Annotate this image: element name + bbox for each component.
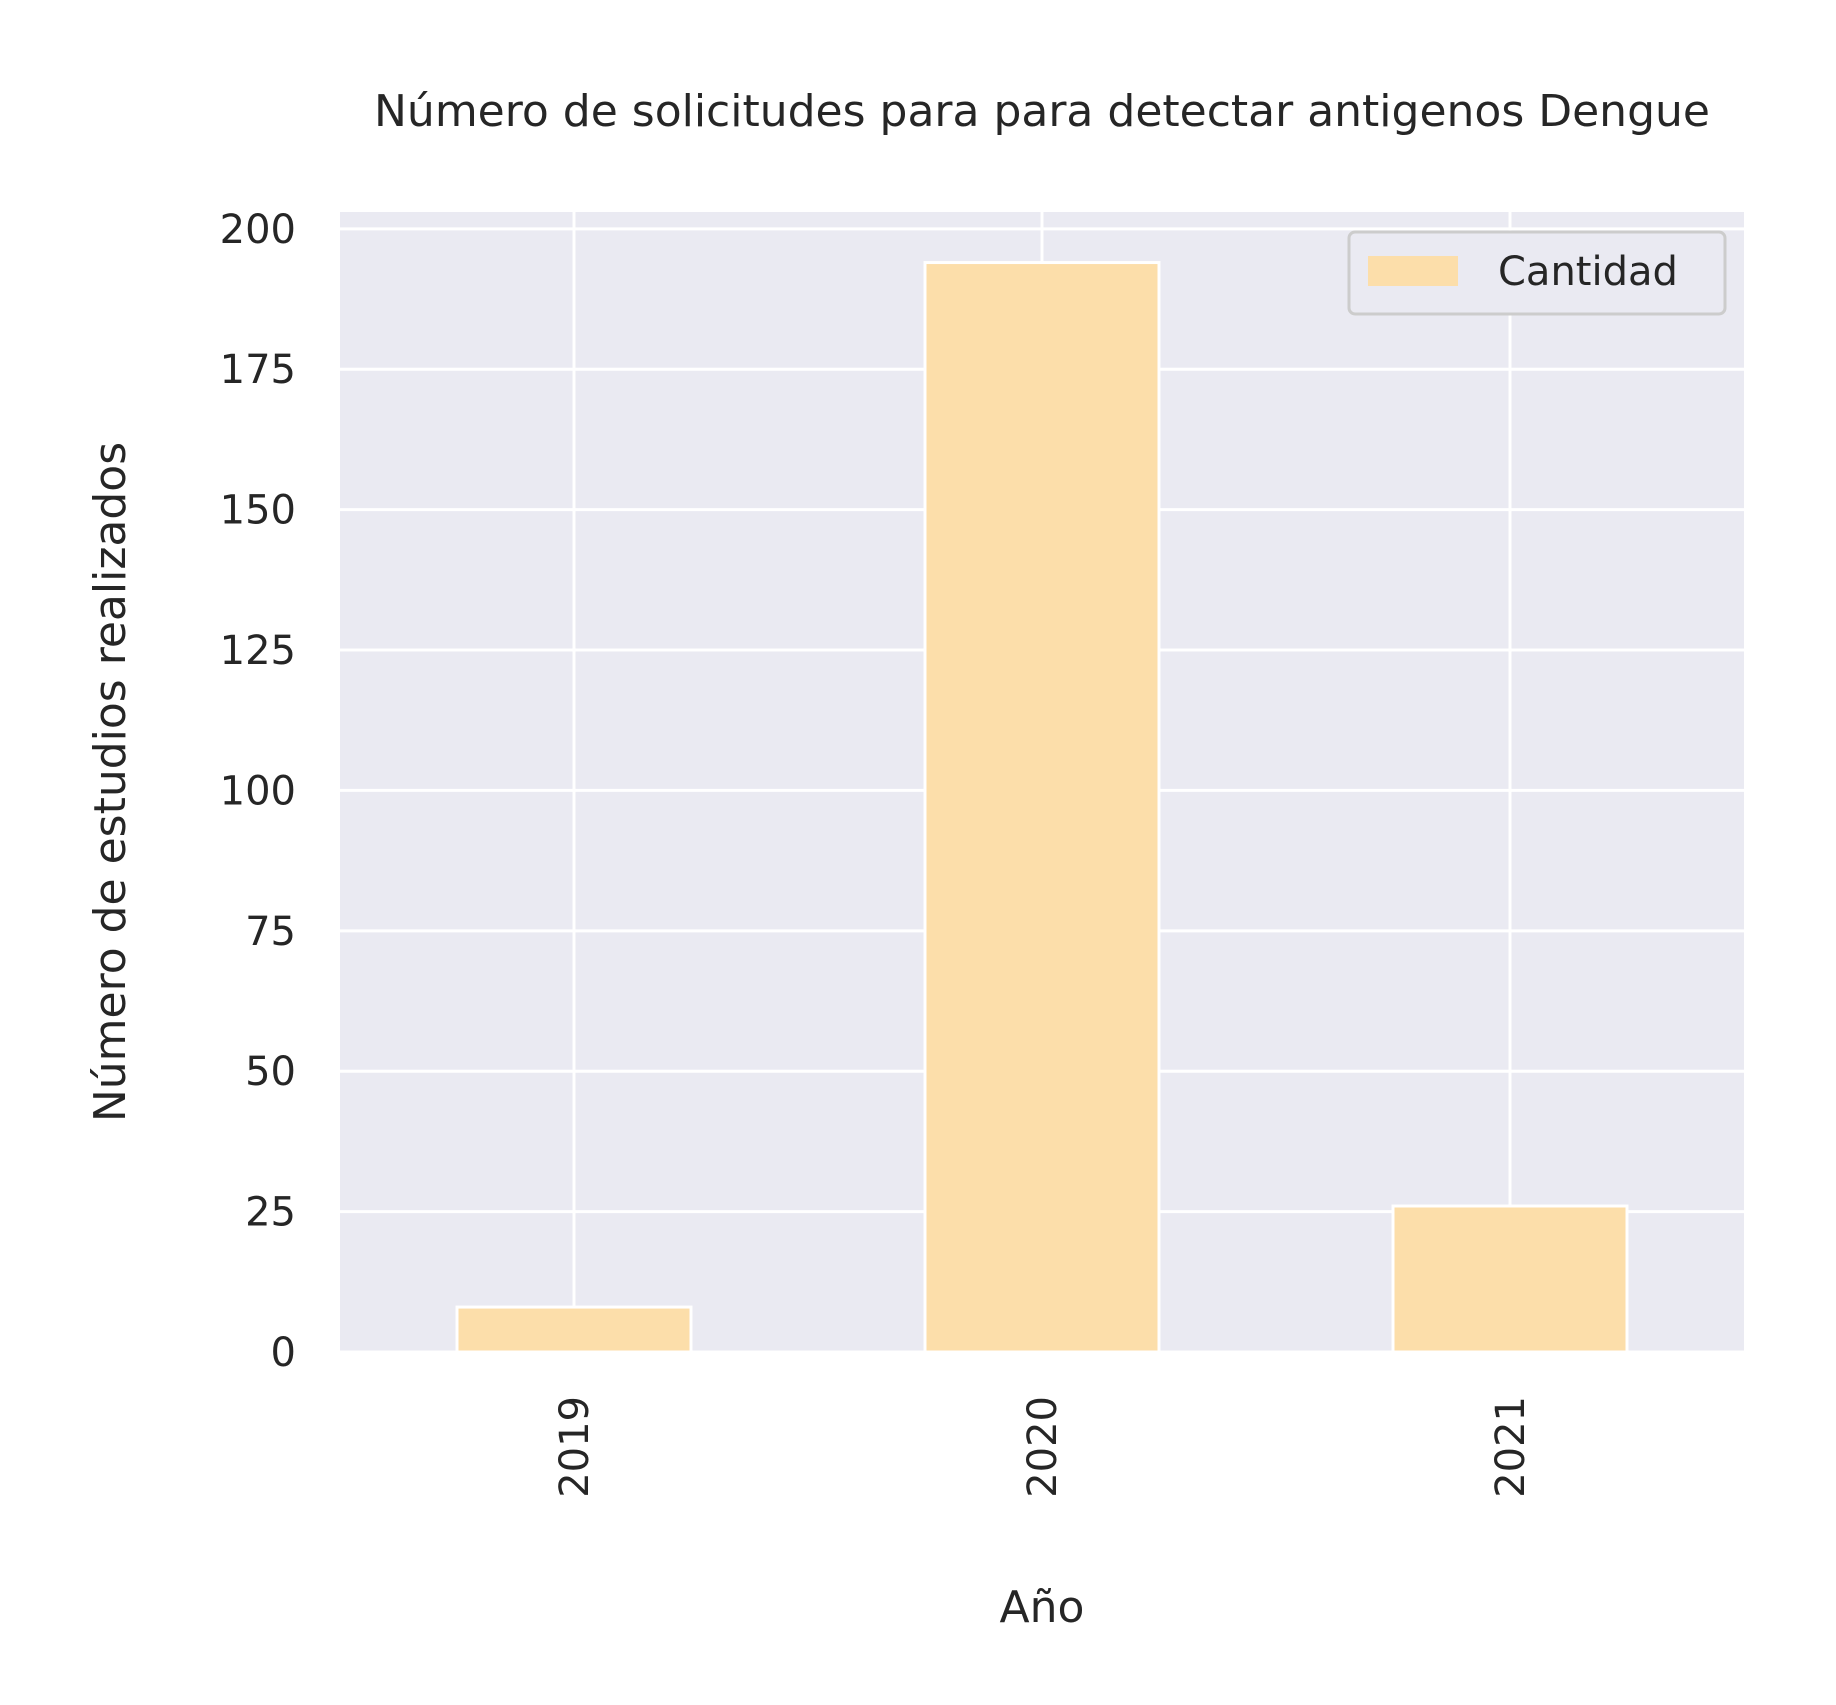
y-tick-label: 0	[271, 1330, 296, 1376]
y-tick-label: 100	[220, 768, 296, 814]
bar-2020	[923, 261, 1161, 1354]
legend: Cantidad	[1347, 230, 1727, 316]
x-tick-label: 2019	[552, 1396, 598, 1498]
y-tick-label: 75	[245, 909, 296, 955]
legend-label: Cantidad	[1498, 249, 1678, 295]
y-tick-label: 50	[245, 1049, 296, 1095]
chart-title: Número de solicitudes para para detectar…	[374, 86, 1710, 137]
x-axis-label: Año	[1000, 1582, 1085, 1633]
x-tick-label: 2020	[1020, 1396, 1066, 1498]
y-tick-labels: 0 25 50 75 100 125 150 175 200	[220, 207, 296, 1376]
y-tick-label: 125	[220, 628, 296, 674]
x-tick-label: 2021	[1488, 1396, 1534, 1498]
y-tick-label: 25	[245, 1190, 296, 1236]
y-axis-label: Número de estudios realizados	[85, 442, 136, 1122]
legend-swatch	[1368, 256, 1458, 286]
y-tick-label: 150	[220, 488, 296, 534]
y-tick-label: 200	[220, 207, 296, 253]
y-tick-label: 175	[220, 347, 296, 393]
bar-2019	[455, 1305, 693, 1354]
bar-2021	[1391, 1204, 1629, 1354]
x-tick-labels: 2019 2020 2021	[552, 1396, 1534, 1498]
legend-frame	[1347, 230, 1727, 316]
bars	[455, 261, 1629, 1354]
